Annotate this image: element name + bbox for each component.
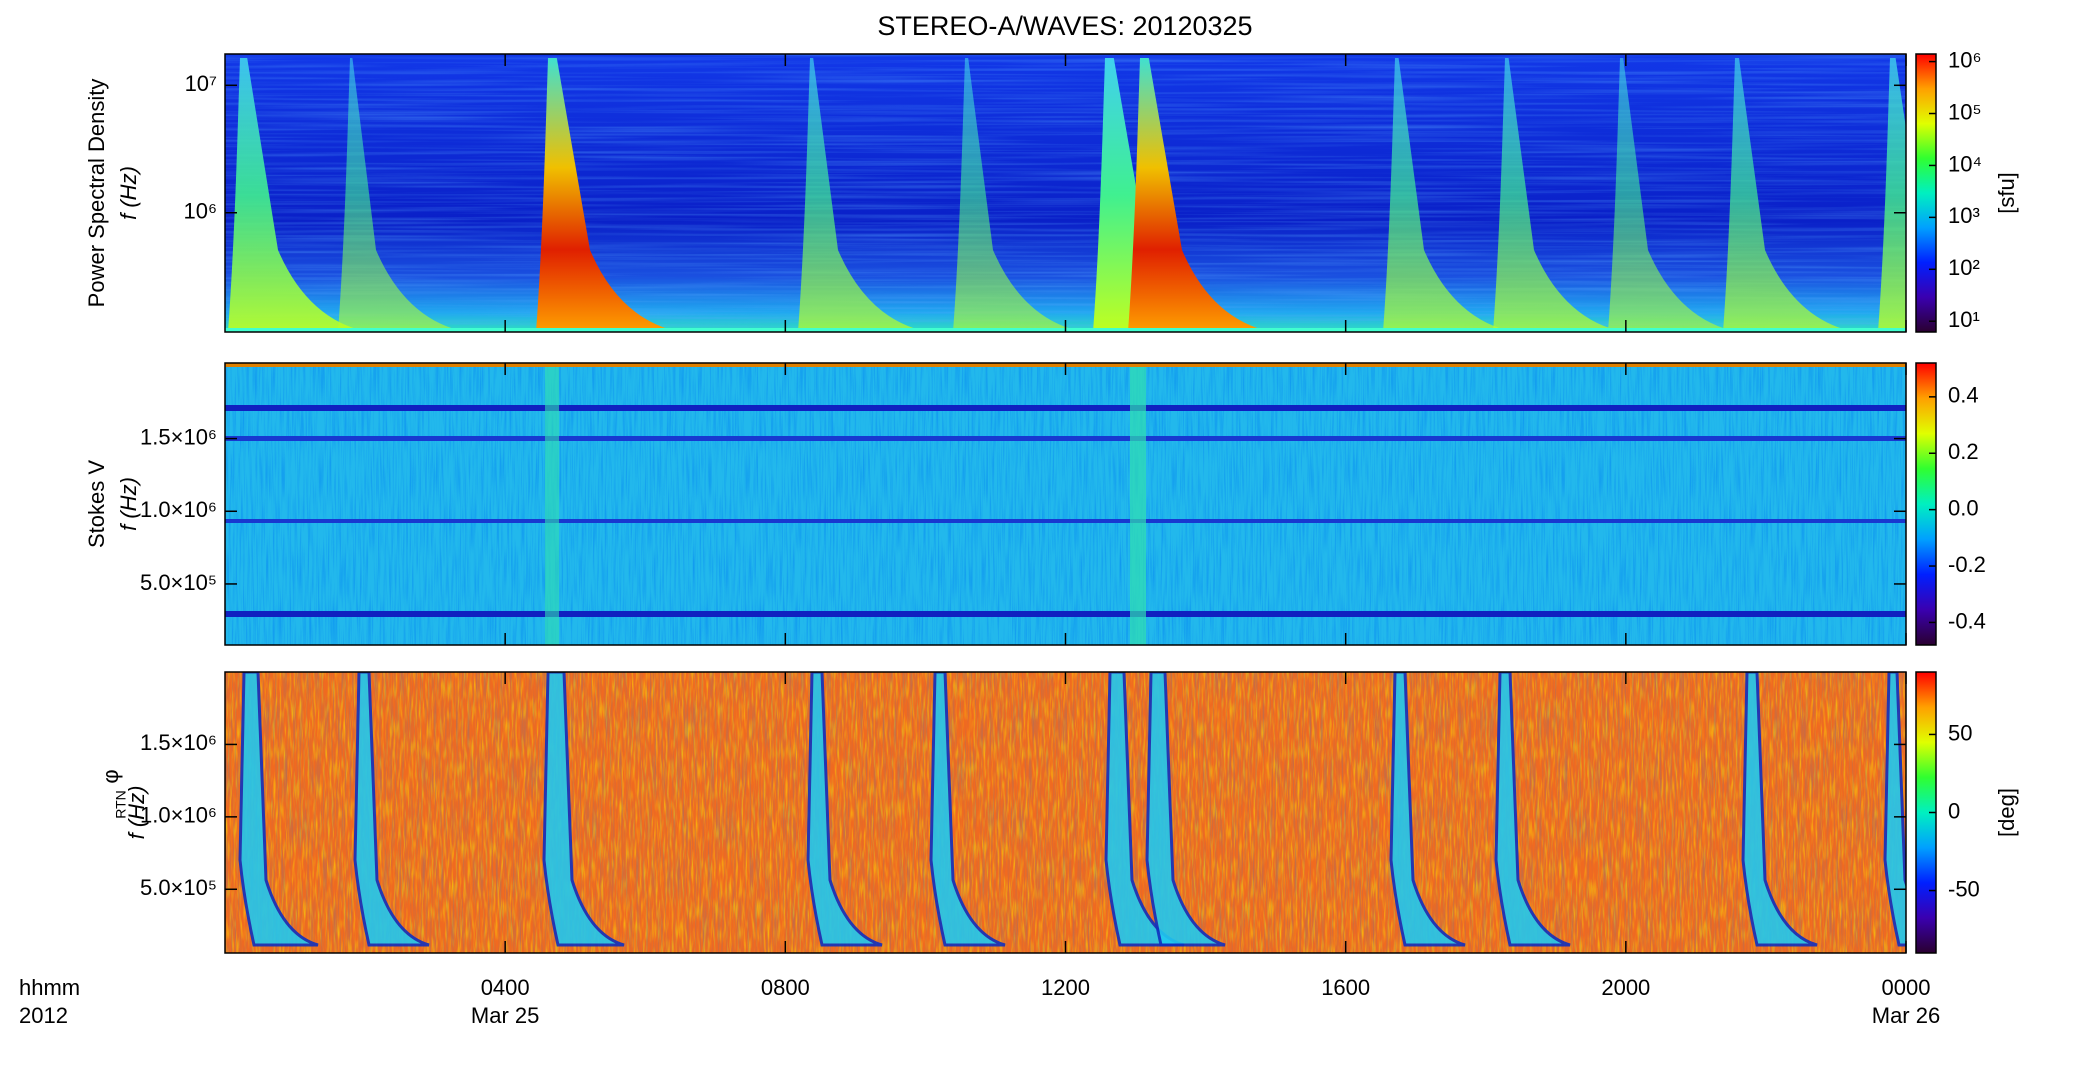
colorbar-tick-label: 10² — [1948, 255, 1980, 280]
burst — [338, 58, 466, 332]
colorbar-tick-label: 10⁵ — [1948, 99, 1982, 124]
colorbar-tick-label: 10⁶ — [1948, 47, 1982, 72]
colorbar — [1915, 53, 1937, 333]
burst — [542, 672, 625, 947]
burst — [806, 672, 883, 947]
colorbar-tick-label: 10¹ — [1948, 307, 1980, 332]
colorbar-tick-label: 0 — [1948, 798, 1960, 823]
colorbar-label: [deg] — [1994, 788, 2019, 837]
burst — [953, 58, 1083, 332]
burst — [1494, 672, 1571, 947]
y-axis-quantity-sub: RTN — [113, 790, 129, 819]
y-axis-label: f (Hz) — [116, 166, 141, 220]
burst — [1493, 58, 1624, 332]
burst — [353, 672, 430, 947]
x-tick-label: 0400 — [481, 975, 530, 1000]
x-date-label: Mar 25 — [471, 1003, 539, 1028]
panel-2-image — [225, 363, 1906, 645]
y-tick-label: 1.5×10⁶ — [140, 730, 217, 755]
colorbar-tick-label: 0.4 — [1948, 383, 1979, 408]
colorbar — [1915, 362, 1937, 646]
burst — [798, 58, 928, 332]
x-tick-label: 1600 — [1321, 975, 1370, 1000]
x-tick-label: 0800 — [761, 975, 810, 1000]
x-year-label: 2012 — [19, 1003, 68, 1028]
burst — [228, 58, 368, 332]
colorbar-tick-label: 0.2 — [1948, 439, 1979, 464]
burst — [238, 672, 319, 947]
y-axis-quantity: φ — [98, 769, 123, 783]
y-axis-label: f (Hz) — [116, 477, 141, 531]
burst — [1883, 672, 1906, 947]
colorbar-tick-label: 10⁴ — [1948, 151, 1982, 176]
y-tick-label: 5.0×10⁵ — [140, 570, 217, 595]
y-tick-label: 1.0×10⁶ — [140, 803, 217, 828]
y-axis-label: f (Hz) — [124, 786, 149, 840]
y-axis-quantity: Stokes V — [84, 460, 109, 548]
burst — [1723, 58, 1855, 332]
burst — [1878, 58, 1906, 332]
colorbar-tick-label: 50 — [1948, 720, 1972, 745]
panel-3-image — [225, 672, 1906, 953]
burst — [1093, 58, 1237, 332]
x-tick-label: 2000 — [1601, 975, 1650, 1000]
colorbar-label: [sfu] — [1994, 172, 2019, 214]
burst — [1608, 58, 1738, 332]
burst — [1389, 672, 1466, 947]
chart-title: STEREO-A/WAVES: 20120325 — [877, 11, 1252, 41]
burst — [929, 672, 1006, 947]
y-axis-quantity: Power Spectral Density — [84, 79, 109, 308]
y-tick-label: 1.0×10⁶ — [140, 497, 217, 522]
y-tick-label: 10⁷ — [185, 71, 217, 96]
burst — [536, 58, 680, 332]
colorbar-tick-label: 10³ — [1948, 203, 1980, 228]
y-tick-label: 5.0×10⁵ — [140, 875, 217, 900]
colorbar-tick-label: -0.4 — [1948, 608, 1986, 633]
burst — [1741, 672, 1818, 947]
colorbar-tick-label: -50 — [1948, 876, 1980, 901]
colorbar-tick-label: 0.0 — [1948, 495, 1979, 520]
x-tick-label: 1200 — [1041, 975, 1090, 1000]
burst — [1128, 58, 1272, 332]
x-date-label: Mar 26 — [1872, 1003, 1940, 1028]
burst — [1145, 672, 1226, 947]
y-tick-label: 1.5×10⁶ — [140, 424, 217, 449]
x-tick-label: 0000 — [1882, 975, 1931, 1000]
panel-1-image — [225, 54, 1906, 332]
x-unit-label: hhmm — [19, 975, 80, 1000]
y-tick-label: 10⁶ — [183, 199, 217, 224]
burst — [1383, 58, 1514, 332]
colorbar-tick-label: -0.2 — [1948, 552, 1986, 577]
